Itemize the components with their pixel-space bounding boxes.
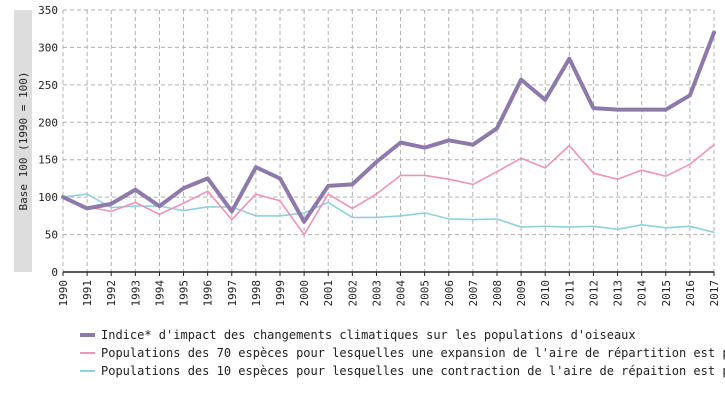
x-tick-label: 2000: [298, 280, 311, 307]
y-axis-ticks: 0 50 100 150 200 250 300 350: [38, 4, 58, 279]
x-tick-label: 2003: [370, 280, 383, 307]
legend-item-climate-index: Indice* d'impact des changements climati…: [80, 326, 725, 344]
legend-item-expansion-species: Populations des 70 espèces pour lesquell…: [80, 344, 725, 362]
x-tick-label: 2006: [443, 280, 456, 307]
x-tick-label: 2009: [515, 280, 528, 307]
x-tick-label: 1998: [250, 280, 263, 307]
x-tick-label: 2011: [563, 280, 576, 307]
legend-label: Populations des 10 espèces pour lesquell…: [101, 364, 725, 378]
series-lines: [61, 30, 716, 236]
y-axis-label: Base 100 (1990 = 100): [17, 71, 30, 210]
y-tick-label: 150: [38, 154, 58, 167]
x-tick-label: 1991: [81, 280, 94, 307]
legend-swatch: [80, 333, 95, 337]
legend: Indice* d'impact des changements climati…: [80, 326, 725, 380]
y-tick-label: 50: [45, 229, 58, 242]
x-tick-label: 2015: [660, 280, 673, 307]
x-tick-label: 1994: [153, 280, 166, 307]
x-tick-label: 2016: [684, 280, 697, 307]
x-tick-label: 2004: [395, 280, 408, 307]
x-tick-label: 2010: [539, 280, 552, 307]
series-line-0: [61, 30, 716, 224]
x-tick-label: 2007: [467, 280, 480, 307]
x-tick-label: 1996: [202, 280, 215, 307]
x-tick-label: 1999: [274, 280, 287, 307]
legend-swatch: [80, 370, 95, 372]
y-tick-label: 250: [38, 79, 58, 92]
y-axis-label-band: [14, 10, 32, 272]
x-tick-label: 2012: [587, 280, 600, 307]
y-tick-label: 100: [38, 191, 58, 204]
x-tick-label: 2014: [636, 280, 649, 307]
x-tick-label: 1995: [178, 280, 191, 307]
x-tick-label: 1992: [105, 280, 118, 307]
series-line-1: [62, 143, 715, 236]
x-axis-ticks: 1990 1991 1992 1993 1994 1995 1996 1997 1998 1999…: [57, 272, 721, 307]
x-tick-label: 2005: [419, 280, 432, 307]
x-tick-label: 2013: [612, 280, 625, 307]
x-tick-label: 1997: [226, 280, 239, 307]
y-tick-label: 200: [38, 116, 58, 129]
x-tick-label: 2017: [708, 280, 721, 307]
legend-swatch: [80, 352, 95, 354]
grid: [62, 9, 715, 272]
legend-label: Indice* d'impact des changements climati…: [101, 328, 636, 342]
x-tick-label: 2002: [346, 280, 359, 307]
x-tick-label: 1993: [129, 280, 142, 307]
y-tick-label: 350: [38, 4, 58, 17]
x-tick-label: 2001: [322, 280, 335, 307]
legend-item-contraction-species: Populations des 10 espèces pour lesquell…: [80, 362, 725, 380]
x-tick-label: 1990: [57, 280, 70, 307]
y-tick-label: 0: [51, 266, 58, 279]
legend-label: Populations des 70 espèces pour lesquell…: [101, 346, 725, 360]
y-tick-label: 300: [38, 41, 58, 54]
x-tick-label: 2008: [491, 280, 504, 307]
